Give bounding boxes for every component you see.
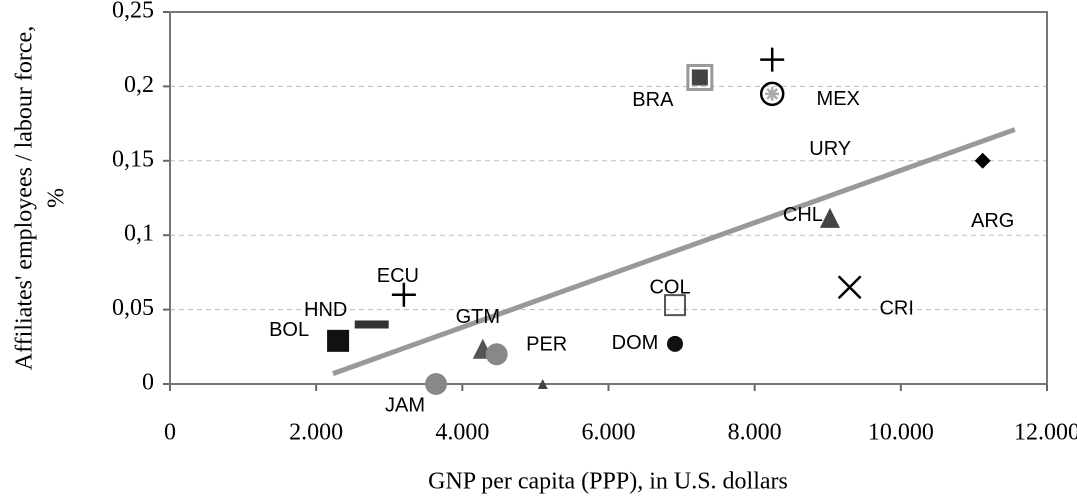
point [974,152,991,169]
point-label: PER [526,334,567,356]
x-tick-label: 0 [164,420,176,446]
point [354,320,389,329]
point-label: HND [304,299,347,321]
marker-part [354,320,389,329]
marker-part [327,329,350,352]
plot-frame [169,11,1048,385]
point-label: ARG [971,210,1014,232]
point-label: CHL [783,204,823,226]
point-label: URY [809,138,851,160]
point [819,207,840,228]
x-tick-label: 2.000 [289,420,343,446]
point-label: MEX [817,88,860,110]
marker-part [691,69,708,86]
x-tick-label: 8.000 [728,420,782,446]
y-axis-label: % [44,188,70,208]
x-tick-label: 10.000 [868,420,934,446]
y-tick-label: 0,15 [112,146,154,172]
x-tick-label: 4.000 [435,420,489,446]
y-tick-label: 0,25 [112,0,154,24]
point [760,47,785,72]
point-label: ECU [377,265,419,287]
point [759,81,785,107]
marker-part [391,282,416,307]
point-label: COL [649,276,690,298]
marker-part [837,275,862,300]
point-label: CRI [879,298,913,320]
y-tick-label: 0 [142,370,154,396]
marker-part [819,207,840,228]
marker-part [765,86,780,101]
y-tick-label: 0,1 [124,221,154,247]
y-axis-label: Affiliates' employees / labour force, [12,26,38,370]
marker-part [485,343,508,366]
x-tick-label: 12.000 [1014,420,1077,446]
marker-part [537,379,548,389]
point-label: BOL [269,319,309,341]
point [667,335,684,352]
y-tick-label: 0,2 [124,72,154,98]
marker-part [664,294,687,317]
y-tick-label: 0,05 [112,295,154,321]
trendline [332,127,1016,376]
marker-part [760,47,785,72]
x-tick-label: 6.000 [582,420,636,446]
marker-part [759,81,785,107]
point [391,282,416,307]
point [327,329,350,352]
point-label: BRA [632,89,674,111]
point [686,63,714,91]
point-label: GTM [456,306,500,328]
point [837,275,862,300]
marker-part [667,335,684,352]
marker-part [425,373,448,395]
point-label: JAM [385,394,425,416]
point [664,294,687,317]
x-axis-label: GNP per capita (PPP), in U.S. dollars [428,469,788,495]
point [485,343,508,366]
marker-part [686,63,714,91]
marker-part [974,152,991,169]
point [425,373,448,395]
point [537,379,548,389]
point-label: DOM [612,332,659,354]
